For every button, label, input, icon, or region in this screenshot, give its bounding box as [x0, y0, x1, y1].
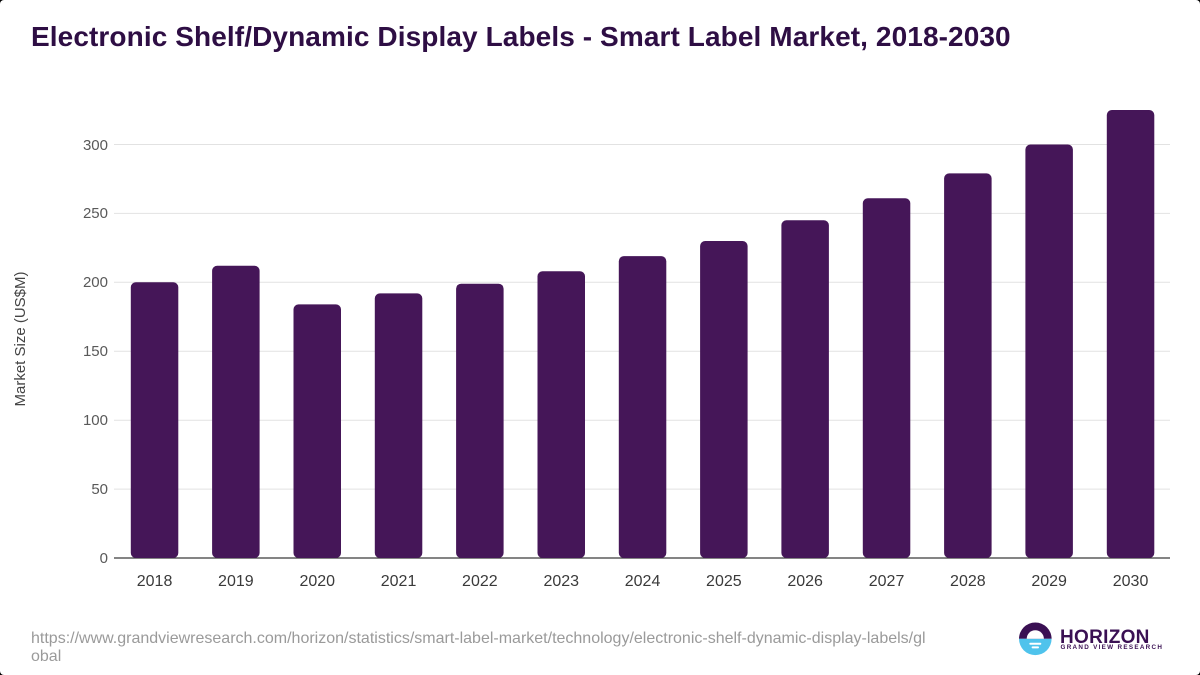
svg-text:GRAND VIEW RESEARCH: GRAND VIEW RESEARCH — [1061, 644, 1164, 651]
